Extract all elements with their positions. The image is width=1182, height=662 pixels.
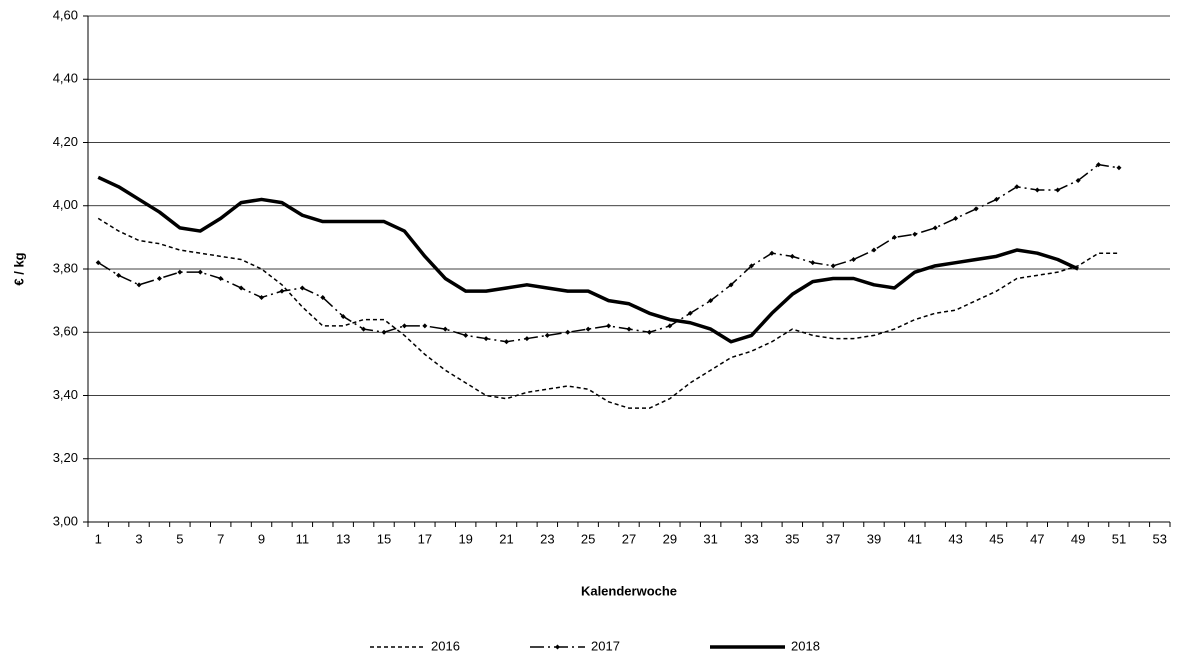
point-marker (851, 257, 857, 263)
point-marker (728, 282, 734, 288)
x-tick-label: 35 (785, 531, 799, 546)
point-marker (687, 310, 693, 316)
point-marker (299, 285, 305, 291)
x-tick-label: 45 (989, 531, 1003, 546)
y-tick-label: 4,40 (53, 71, 78, 86)
point-marker (504, 339, 510, 345)
x-tick-label: 7 (217, 531, 224, 546)
point-marker (320, 294, 326, 300)
x-tick-label: 15 (377, 531, 391, 546)
point-marker (626, 326, 632, 332)
point-marker (1014, 184, 1020, 190)
point-marker (544, 332, 550, 338)
x-tick-label: 49 (1071, 531, 1085, 546)
x-tick-label: 33 (744, 531, 758, 546)
point-marker (259, 294, 265, 300)
point-marker (1075, 177, 1081, 183)
y-axis-label: € / kg (11, 252, 26, 285)
x-tick-label: 19 (458, 531, 472, 546)
point-marker (401, 323, 407, 329)
y-tick-label: 3,20 (53, 450, 78, 465)
x-tick-label: 41 (908, 531, 922, 546)
series-line (97, 175, 1079, 344)
point-marker (156, 275, 162, 281)
point-marker (830, 263, 836, 269)
point-marker (463, 332, 469, 338)
legend-label: 2018 (791, 638, 820, 653)
point-marker (116, 272, 122, 278)
x-tick-label: 43 (948, 531, 962, 546)
point-marker (708, 298, 714, 304)
y-tick-label: 4,60 (53, 7, 78, 22)
point-marker (1096, 162, 1102, 168)
legend-label: 2017 (591, 638, 620, 653)
x-tick-label: 51 (1112, 531, 1126, 546)
x-tick-label: 11 (296, 531, 310, 546)
x-tick-label: 13 (336, 531, 350, 546)
point-marker (1034, 187, 1040, 193)
point-marker (218, 275, 224, 281)
point-marker (606, 323, 612, 329)
legend-marker (555, 644, 560, 650)
y-tick-label: 3,60 (53, 324, 78, 339)
point-marker (769, 250, 775, 256)
point-marker (993, 196, 999, 202)
point-marker (667, 323, 673, 329)
x-tick-label: 1 (95, 531, 102, 546)
x-tick-label: 21 (499, 531, 513, 546)
point-marker (279, 288, 285, 294)
point-marker (1116, 165, 1122, 171)
point-marker (197, 269, 203, 275)
x-tick-label: 31 (703, 531, 717, 546)
point-marker (177, 269, 183, 275)
point-marker (381, 329, 387, 335)
point-marker (95, 260, 101, 266)
point-marker (238, 285, 244, 291)
point-marker (646, 329, 652, 335)
point-marker (810, 260, 816, 266)
point-marker (340, 313, 346, 319)
y-tick-label: 3,40 (53, 387, 78, 402)
x-axis-label: Kalenderwoche (581, 583, 677, 598)
point-marker (953, 215, 959, 221)
x-tick-label: 47 (1030, 531, 1044, 546)
series-line (97, 217, 1119, 409)
y-tick-label: 3,80 (53, 260, 78, 275)
x-tick-label: 17 (418, 531, 432, 546)
point-marker (1055, 187, 1061, 193)
point-marker (422, 323, 428, 329)
x-tick-label: 23 (540, 531, 554, 546)
point-marker (524, 336, 530, 342)
point-marker (748, 263, 754, 269)
y-tick-label: 4,00 (53, 197, 78, 212)
point-marker (973, 206, 979, 212)
point-marker (565, 329, 571, 335)
x-tick-label: 53 (1153, 531, 1167, 546)
x-tick-label: 27 (622, 531, 636, 546)
point-marker (932, 225, 938, 231)
y-tick-label: 3,00 (53, 513, 78, 528)
point-marker (891, 234, 897, 240)
x-tick-label: 37 (826, 531, 840, 546)
legend-label: 2016 (431, 638, 460, 653)
point-marker (871, 247, 877, 253)
x-tick-label: 5 (176, 531, 183, 546)
point-marker (585, 326, 591, 332)
x-tick-label: 25 (581, 531, 595, 546)
x-tick-label: 3 (135, 531, 142, 546)
point-marker (442, 326, 448, 332)
x-tick-label: 39 (867, 531, 881, 546)
y-tick-label: 4,20 (53, 134, 78, 149)
point-marker (789, 253, 795, 259)
point-marker (483, 336, 489, 342)
x-tick-label: 9 (258, 531, 265, 546)
point-marker (912, 231, 918, 237)
point-marker (361, 326, 367, 332)
x-tick-label: 29 (663, 531, 677, 546)
point-marker (136, 282, 142, 288)
